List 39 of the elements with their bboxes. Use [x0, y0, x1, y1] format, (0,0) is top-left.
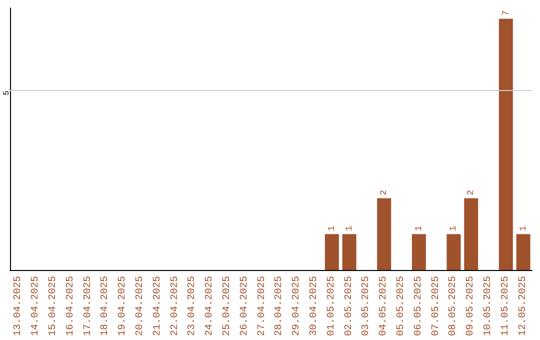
data-label: 1 [326, 226, 337, 232]
x-tick-label: 04.05.2025 [378, 276, 390, 336]
x-tick-label: 26.04.2025 [239, 276, 250, 336]
x-tick-label: 06.05.2025 [413, 276, 424, 336]
x-tick-label: 21.04.2025 [152, 276, 164, 336]
x-tick-label: 24.04.2025 [204, 276, 216, 336]
data-label: 7 [500, 10, 511, 16]
data-label: 1 [414, 226, 424, 232]
x-tick-label: 01.05.2025 [326, 276, 338, 336]
x-tick-label: 17.04.2025 [82, 276, 94, 336]
x-tick-label: 02.05.2025 [344, 276, 355, 336]
data-label: 2 [466, 190, 476, 196]
x-tick-label: 20.04.2025 [135, 276, 146, 336]
x-tick-label: 19.04.2025 [118, 276, 129, 336]
x-tick-label: 27.04.2025 [256, 276, 268, 336]
x-tick-label: 18.04.2025 [100, 276, 112, 336]
ref-line-label: 5 [2, 90, 12, 96]
x-tick-label: 07.05.2025 [430, 276, 442, 336]
x-tick-label: 11.05.2025 [500, 276, 512, 336]
x-tick-label: 16.04.2025 [65, 276, 76, 336]
x-tick-label: 13.04.2025 [13, 276, 24, 336]
data-label: 1 [344, 226, 354, 232]
x-tick-label: 14.04.2025 [30, 276, 42, 336]
x-tick-label: 09.05.2025 [466, 276, 477, 336]
x-tick-label: 22.04.2025 [170, 276, 181, 336]
x-tick-label: 29.04.2025 [292, 276, 303, 336]
x-tick-label: 10.05.2025 [483, 276, 494, 336]
x-tick-label: 12.05.2025 [518, 276, 529, 336]
x-tick-label: 23.04.2025 [187, 276, 198, 336]
x-tick-label: 30.04.2025 [309, 276, 320, 336]
x-tick-label: 08.05.2025 [448, 276, 460, 336]
x-tick-label: 28.04.2025 [274, 276, 286, 336]
x-tick-label: 15.04.2025 [48, 276, 59, 336]
data-label: 2 [379, 190, 390, 196]
x-tick-label: 03.05.2025 [361, 276, 372, 336]
x-tick-label: 05.05.2025 [396, 276, 407, 336]
data-label: 1 [518, 226, 528, 232]
data-label: 1 [448, 226, 459, 232]
x-tick-label: 25.04.2025 [222, 276, 233, 336]
